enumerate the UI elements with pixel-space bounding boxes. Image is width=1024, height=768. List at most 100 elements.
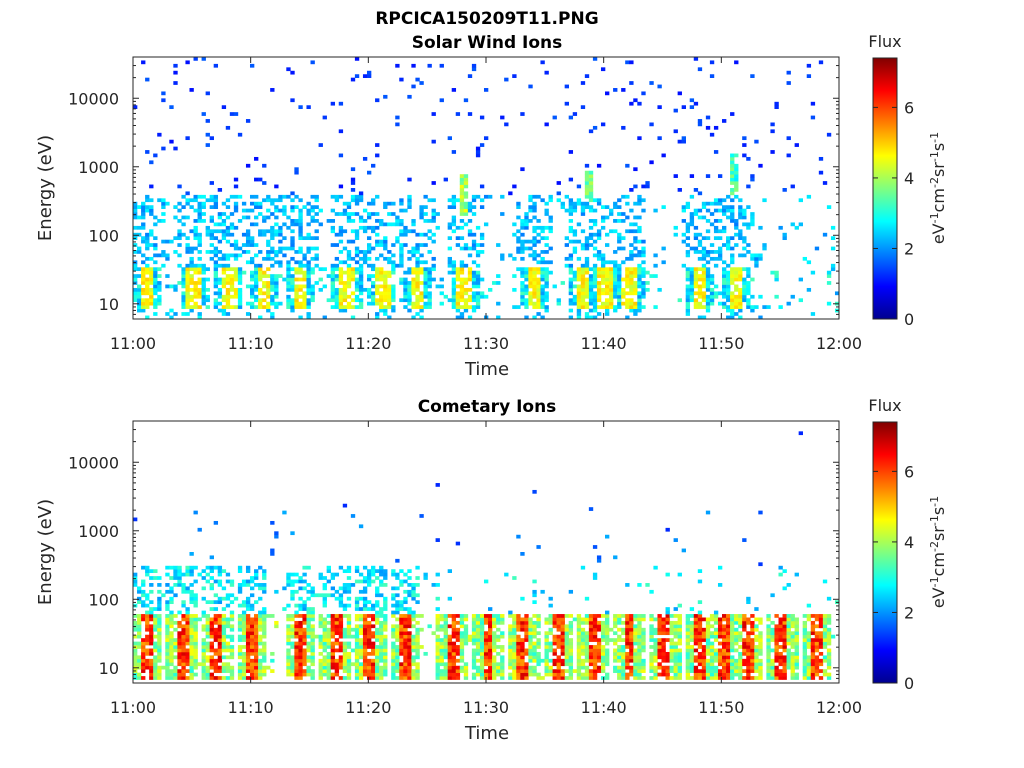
heatmap-cell <box>564 627 569 632</box>
heatmap-cell <box>613 638 618 642</box>
heatmap-cell <box>665 665 670 670</box>
heatmap-cell <box>149 617 154 622</box>
heatmap-cell <box>685 641 691 646</box>
heatmap-cell <box>411 641 416 646</box>
heatmap-cell <box>375 219 380 223</box>
heatmap-cell <box>520 222 525 227</box>
heatmap-cell <box>568 115 574 120</box>
heatmap-cell <box>532 665 537 670</box>
heatmap-cell <box>629 270 634 275</box>
heatmap-cell <box>310 291 315 296</box>
heatmap-cell <box>383 576 388 580</box>
heatmap-cell <box>713 208 719 213</box>
heatmap-cell <box>584 655 590 660</box>
heatmap-cell <box>621 631 626 636</box>
heatmap-cell <box>326 672 331 677</box>
heatmap-cell <box>338 298 344 303</box>
heatmap-cell <box>205 600 210 605</box>
heatmap-cell <box>528 198 533 203</box>
heatmap-cell <box>605 648 610 653</box>
heatmap-cell <box>726 243 731 247</box>
heatmap-cell <box>423 572 428 577</box>
heatmap-cell <box>330 287 336 292</box>
heatmap-cell <box>189 645 194 649</box>
heatmap-cell <box>713 291 719 296</box>
heatmap-cell <box>617 236 622 241</box>
heatmap-cell <box>346 627 352 632</box>
heatmap-cell <box>693 267 699 272</box>
heatmap-cell <box>375 153 380 158</box>
heatmap-cell <box>540 250 545 254</box>
heatmap-cell <box>496 662 501 667</box>
heatmap-cell <box>209 232 214 237</box>
heatmap-cell <box>371 603 376 608</box>
heatmap-cell <box>262 634 267 639</box>
heatmap-cell <box>475 150 481 154</box>
heatmap-cell <box>649 645 654 649</box>
heatmap-cell <box>233 205 239 209</box>
heatmap-cell <box>217 631 223 636</box>
heatmap-cell <box>205 617 210 622</box>
heatmap-cell <box>633 281 638 285</box>
heatmap-cell <box>637 267 642 272</box>
heatmap-cell <box>701 250 707 254</box>
heatmap-cell <box>596 620 602 625</box>
heatmap-cell <box>193 593 198 598</box>
heatmap-cell <box>133 205 138 209</box>
heatmap-cell <box>262 610 267 615</box>
heatmap-cell <box>596 655 602 660</box>
heatmap-cell <box>383 669 388 673</box>
heatmap-cell <box>153 607 158 611</box>
heatmap-cell <box>197 291 202 296</box>
heatmap-cell <box>471 294 477 299</box>
heatmap-cell <box>310 624 315 629</box>
heatmap-cell <box>633 222 638 227</box>
heatmap-cell <box>520 112 525 116</box>
heatmap-cell <box>185 669 190 673</box>
heatmap-cell <box>258 201 263 206</box>
heatmap-cell <box>709 74 715 78</box>
heatmap-cell <box>189 552 194 556</box>
heatmap-cell <box>330 291 336 296</box>
heatmap-cell <box>552 676 557 680</box>
heatmap-cell <box>383 298 388 303</box>
heatmap-cell <box>544 669 549 673</box>
heatmap-cell <box>395 662 400 667</box>
heatmap-cell <box>165 676 170 680</box>
heatmap-cell <box>157 294 162 299</box>
heatmap-cell <box>536 614 541 618</box>
heatmap-cell <box>520 287 525 292</box>
heatmap-cell <box>270 229 275 234</box>
heatmap-cell <box>322 600 327 605</box>
heatmap-cell <box>330 263 336 268</box>
heatmap-cell <box>693 188 699 192</box>
heatmap-cell <box>580 205 586 209</box>
heatmap-cell <box>201 669 206 673</box>
heatmap-cell <box>621 294 626 299</box>
heatmap-cell <box>185 610 190 615</box>
heatmap-cell <box>362 74 368 78</box>
heatmap-cell <box>673 641 678 646</box>
heatmap-cell <box>379 579 384 584</box>
heatmap-cell <box>605 298 610 303</box>
heatmap-cell <box>617 627 622 632</box>
heatmap-cell <box>633 239 638 244</box>
heatmap-cell <box>193 291 198 296</box>
heatmap-cell <box>298 305 303 309</box>
heatmap-cell <box>742 277 747 282</box>
heatmap-cell <box>568 253 574 258</box>
heatmap-cell <box>641 631 646 636</box>
heatmap-cell <box>455 665 461 670</box>
heatmap-cell <box>403 648 408 653</box>
heatmap-cell <box>391 291 396 296</box>
heatmap-cell <box>459 294 465 299</box>
heatmap-cell <box>173 672 178 677</box>
heatmap-cell <box>459 188 465 192</box>
heatmap-cell <box>254 662 259 667</box>
heatmap-cell <box>294 641 299 646</box>
heatmap-cell <box>496 669 501 673</box>
heatmap-cell <box>576 184 582 189</box>
